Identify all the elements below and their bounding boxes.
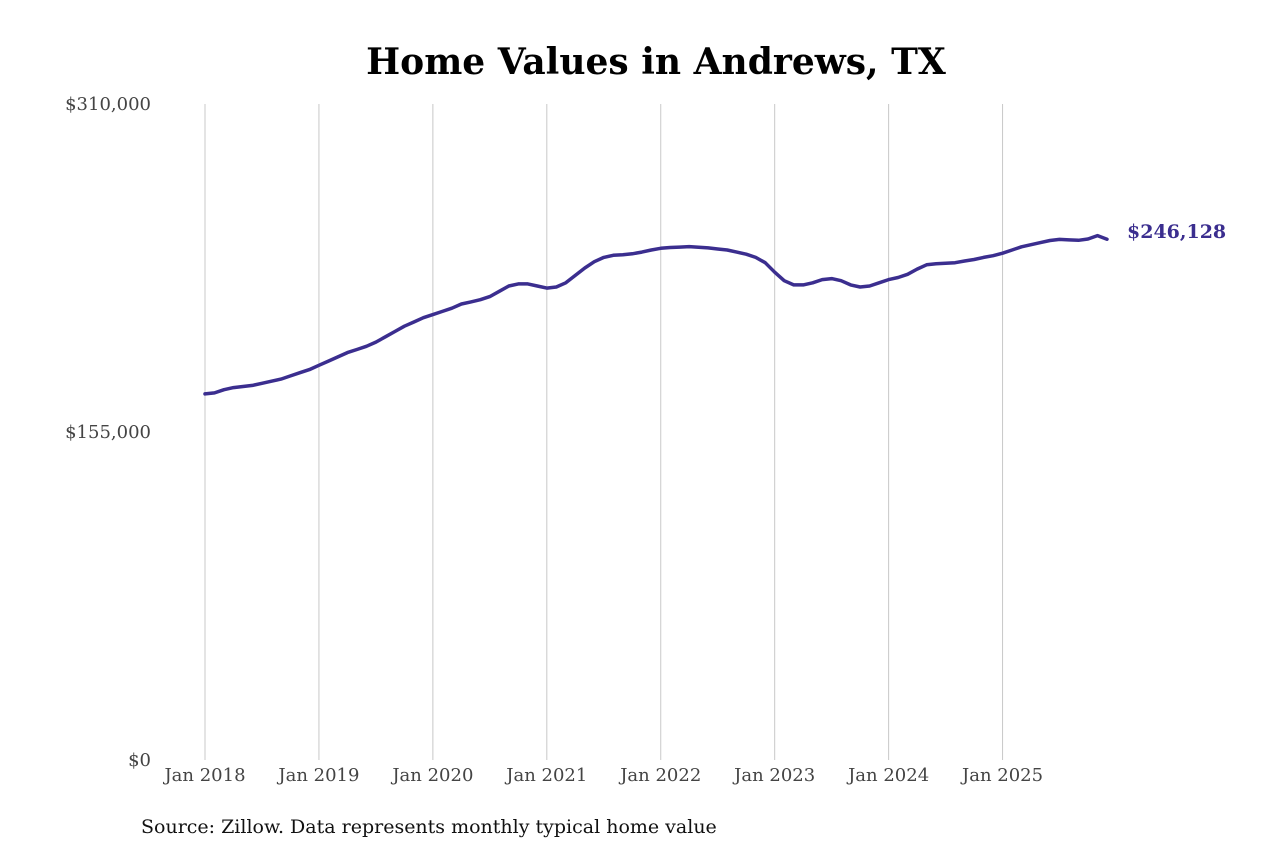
x-tick-label: Jan 2018 [162,765,245,786]
y-tick-label: $0 [128,750,151,771]
source-note: Source: Zillow. Data represents monthly … [141,816,717,838]
y-axis-tick-labels: $0 $155,000 $310,000 [65,94,151,771]
x-tick-label: Jan 2019 [276,765,359,786]
x-tick-label: Jan 2023 [732,765,815,786]
chart-title: Home Values in Andrews, TX [366,41,946,83]
x-tick-label: Jan 2020 [390,765,473,786]
x-tick-label: Jan 2022 [618,765,701,786]
x-axis-tick-labels: Jan 2018 Jan 2019 Jan 2020 Jan 2021 Jan 2022… [162,765,1043,786]
x-tick-label: Jan 2025 [960,765,1043,786]
x-tick-label: Jan 2024 [846,765,929,786]
gridlines [204,104,1004,760]
end-value-label: $246,128 [1127,221,1226,243]
y-tick-label: $310,000 [65,94,151,115]
series-layer [203,233,1109,396]
home-value-series-line [203,233,1109,396]
end-value-label-layer: $246,128 [1127,221,1226,243]
y-tick-label: $155,000 [65,422,151,443]
x-tick-label: Jan 2021 [504,765,587,786]
